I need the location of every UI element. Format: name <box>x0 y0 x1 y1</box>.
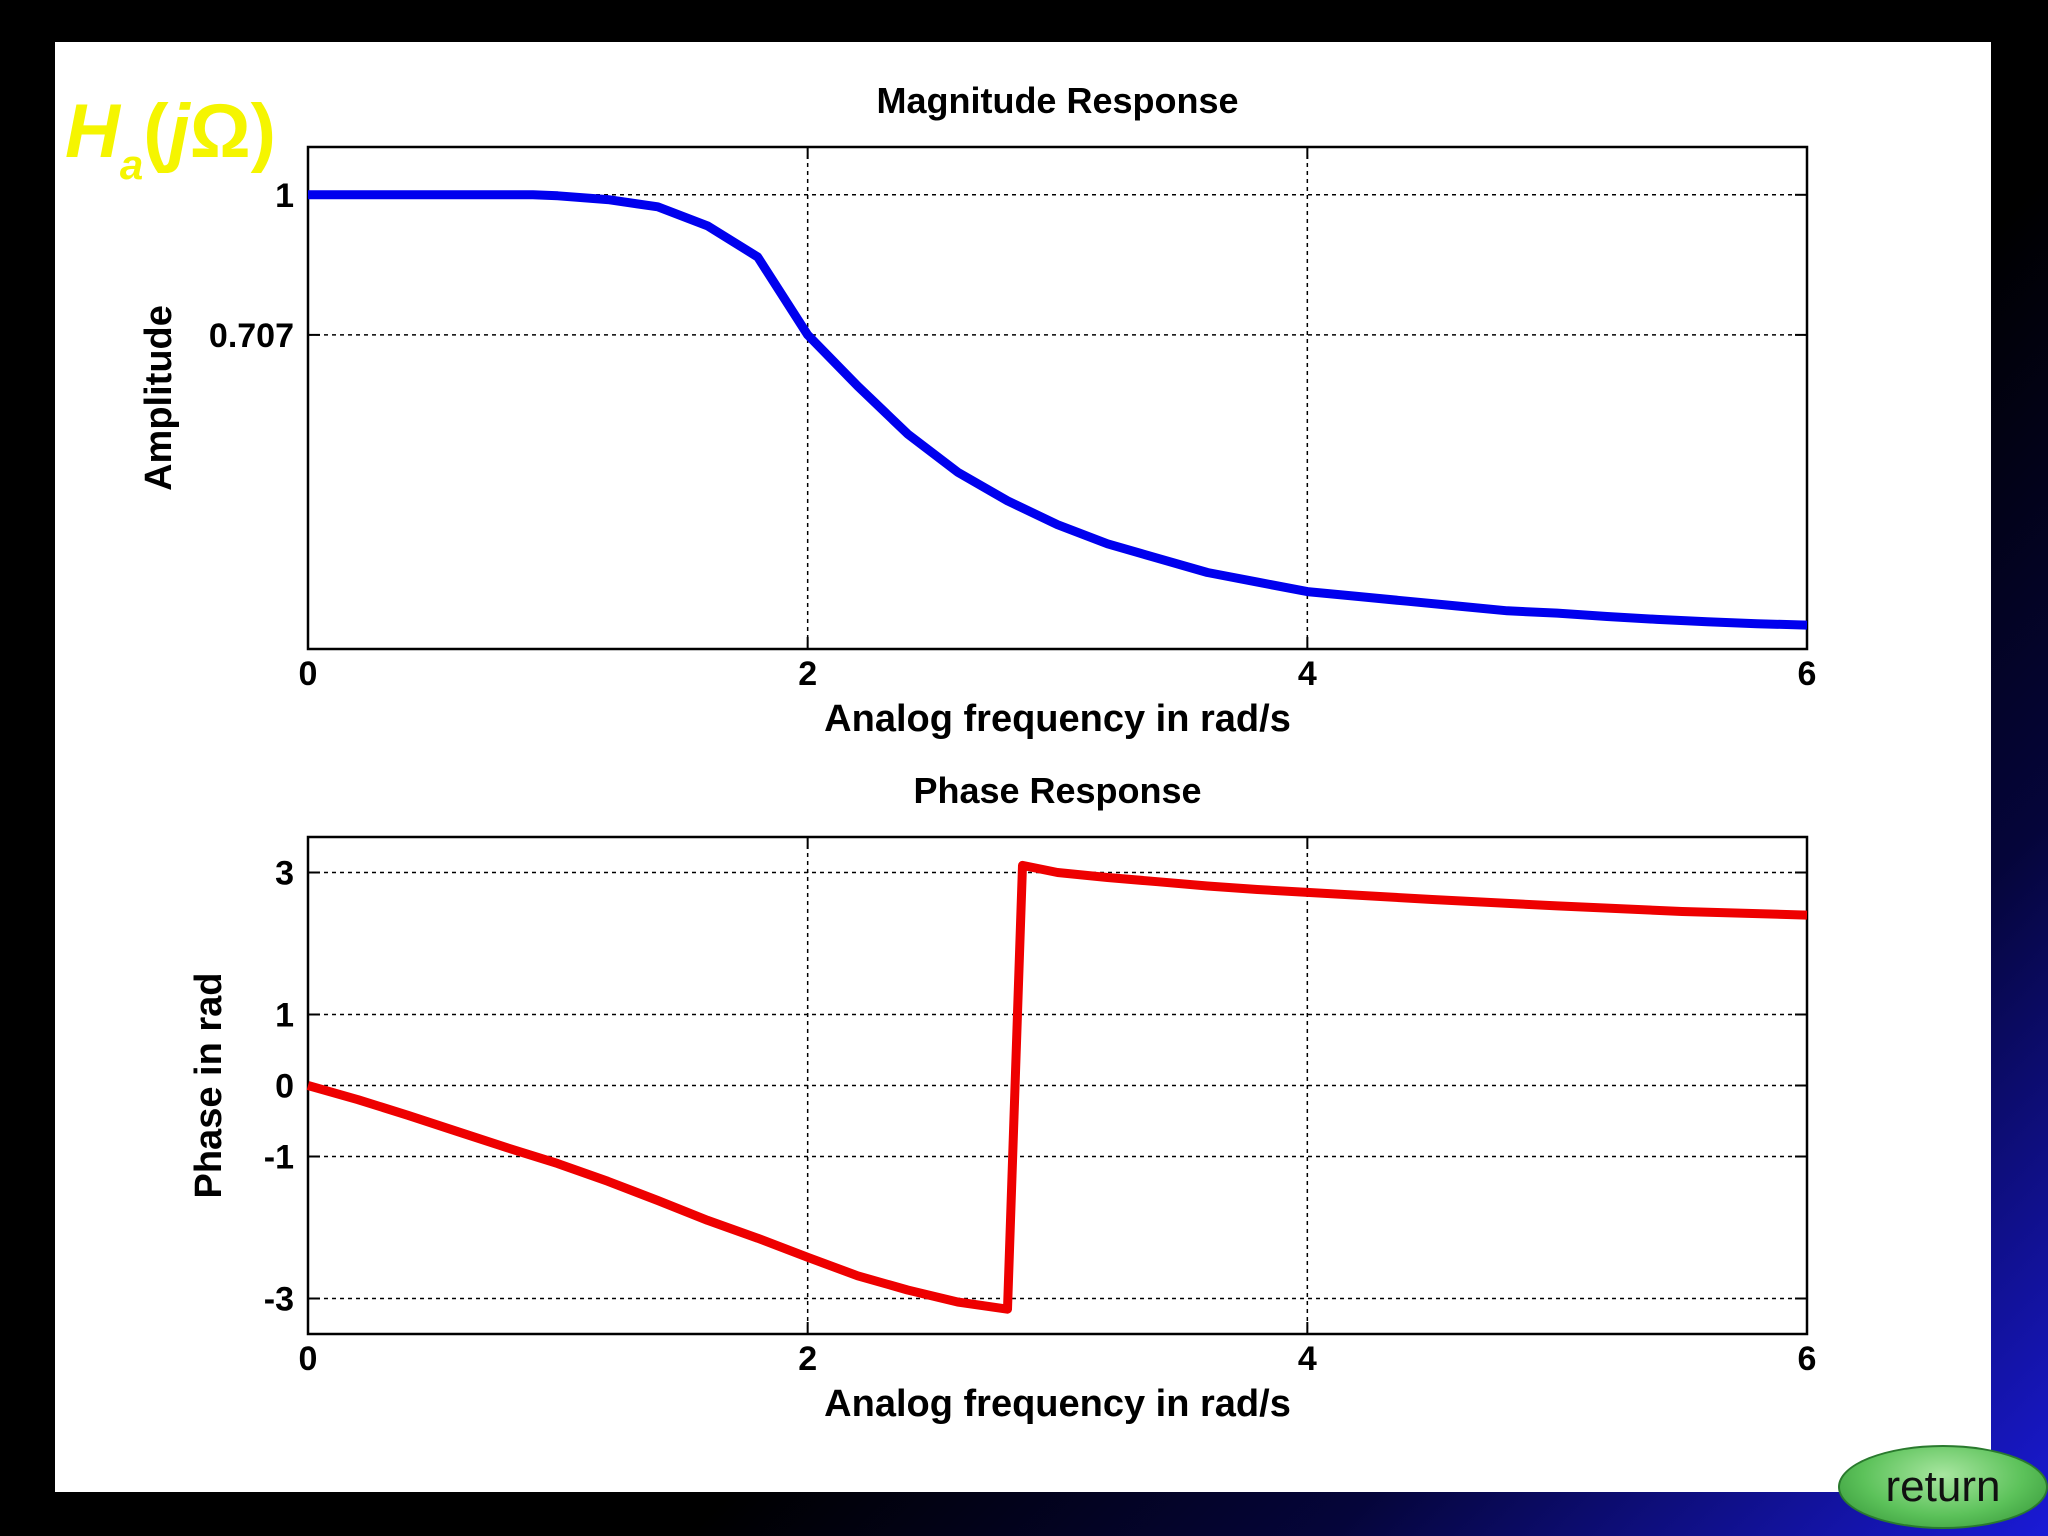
y-tick-label: 1 <box>275 177 294 215</box>
return-button[interactable]: return <box>1838 1445 2048 1529</box>
formula-omega: Ω <box>190 89 251 174</box>
x-tick-label: 2 <box>798 655 817 693</box>
x-tick-label: 2 <box>798 1340 817 1378</box>
x-tick-label: 4 <box>1298 1340 1317 1378</box>
phase-plot: Phase Response 0 2 4 6 -3 -1 0 1 3 Analog frequenc… <box>188 770 1816 1425</box>
chart-figure: Ha(jΩ) Magnitude Response 0 2 4 6 0.707 1 Analo… <box>65 80 1816 1425</box>
formula-subscript: a <box>120 141 143 188</box>
magnitude-plot: Magnitude Response 0 2 4 6 0.707 1 Analog frequ… <box>138 80 1816 740</box>
x-tick-label: 4 <box>1298 655 1317 693</box>
y-axis-label: Amplitude <box>138 305 180 491</box>
y-tick-label: 0.707 <box>209 317 294 355</box>
formula-open-paren: ( <box>143 89 169 174</box>
x-tick-label: 0 <box>299 655 318 693</box>
y-tick-label: -1 <box>264 1139 294 1177</box>
y-tick-label: 3 <box>275 855 294 893</box>
y-tick-label: 1 <box>275 997 294 1035</box>
x-tick-label: 6 <box>1798 1340 1817 1378</box>
header-formula: Ha(jΩ) <box>65 89 276 188</box>
y-axis-label: Phase in rad <box>188 973 230 1199</box>
chart-title: Phase Response <box>913 770 1201 811</box>
series-line <box>308 190 1808 630</box>
formula-h: H <box>65 89 122 174</box>
series-line <box>306 860 1808 1314</box>
formula-close-paren: ) <box>251 89 276 174</box>
x-axis-label: Analog frequency in rad/s <box>824 1383 1291 1425</box>
y-tick-label: 0 <box>275 1068 294 1106</box>
y-tick-label: -3 <box>264 1281 294 1319</box>
x-axis-label: Analog frequency in rad/s <box>824 698 1291 740</box>
axes-box <box>306 145 1809 651</box>
slide-canvas: Ha(jΩ) Magnitude Response 0 2 4 6 0.707 1 Analo… <box>55 42 1991 1492</box>
return-label: return <box>1885 1462 2001 1511</box>
x-tick-label: 6 <box>1798 655 1817 693</box>
chart-title: Magnitude Response <box>876 80 1238 121</box>
x-tick-label: 0 <box>299 1340 318 1378</box>
